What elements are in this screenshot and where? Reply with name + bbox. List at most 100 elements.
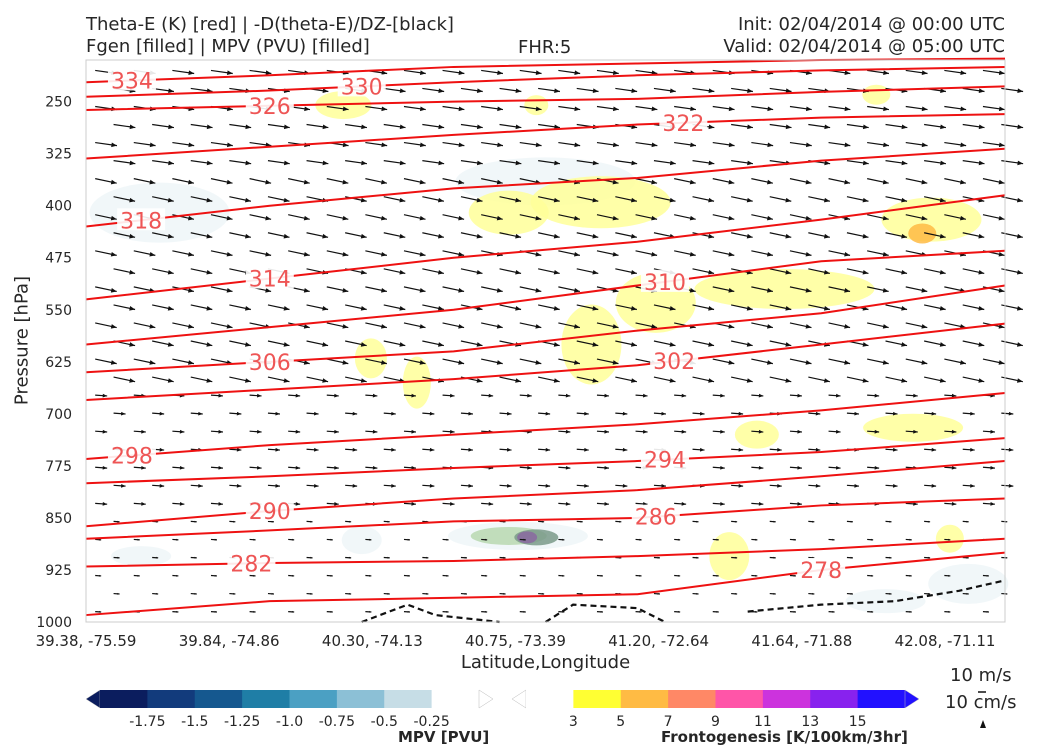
wind-vector-head: [149, 179, 156, 185]
dashed-contour: [361, 603, 500, 624]
wind-vector-head: [283, 124, 290, 130]
wind-vector-head: [523, 610, 526, 613]
axes: 250 325 400 475 550 625 700 775 850 925 100039.38,…: [36, 95, 996, 650]
fgen-colorbar-segment: [573, 690, 622, 708]
wind-vector-head: [206, 306, 213, 311]
wind-vector-head: [334, 393, 339, 398]
wind-vector-head: [669, 306, 676, 311]
wind-vector-head: [584, 447, 589, 452]
wind-vector-head: [372, 465, 378, 470]
wind-vector-head: [574, 106, 581, 112]
wind-vector-head: [360, 306, 367, 311]
wind-vector-head: [669, 160, 676, 166]
wind-vector-head: [708, 197, 715, 203]
wind-vector-head: [149, 142, 156, 148]
wind-vector-head: [265, 179, 272, 185]
wind-vector-head: [159, 483, 165, 488]
wind-vector-head: [966, 592, 969, 595]
wind-vector-head: [862, 160, 869, 166]
wind-vector-head: [901, 378, 908, 383]
wind-vector-head: [102, 429, 108, 434]
wind-vector-head: [438, 160, 445, 166]
wind-vector-head: [438, 124, 445, 130]
wind-vector-head: [198, 411, 203, 416]
shaded-region: [928, 563, 1009, 604]
wind-vector-head: [179, 465, 185, 470]
wind-vector-head: [535, 142, 542, 148]
wind-vector-head: [137, 538, 140, 541]
wind-vector-head: [573, 251, 580, 257]
wind-vector-head: [850, 592, 853, 595]
contour-label: 298: [111, 444, 153, 469]
wind-vector-head: [226, 215, 233, 221]
wind-vector-head: [708, 378, 715, 383]
wind-vector-head: [738, 411, 744, 416]
fgen-colorbar-tick-label: 13: [801, 714, 819, 730]
wind-vector-head: [497, 142, 503, 148]
wind-vector-head: [677, 538, 681, 541]
wind-vector-head: [437, 306, 444, 311]
wind-vector-head: [206, 197, 213, 203]
wind-vector-head: [939, 233, 946, 239]
wind-vector-head: [766, 288, 773, 293]
wind-vector-head: [642, 429, 648, 434]
wind-vector-head: [592, 233, 599, 239]
wind-vector-head: [515, 88, 522, 94]
wind-vector-head: [322, 124, 329, 130]
wind-vector-head: [681, 502, 687, 506]
wind-vector-head: [630, 306, 637, 311]
wind-vector-head: [476, 378, 483, 383]
wind-vector-head: [545, 483, 551, 488]
wind-vector-head: [716, 574, 719, 577]
shaded-region: [468, 190, 549, 235]
wind-vector-head: [619, 520, 622, 523]
colorbars: -1.75 -1.5 -1.25 -1.0 -0.75 -0.5 -0.25 3 5 7 9 11 13…: [85, 689, 986, 730]
wind-vector-head: [554, 160, 560, 166]
mpv-colorbar-tick-label: -0.25: [414, 714, 450, 730]
wind-vector-head: [824, 124, 831, 130]
wind-vector-head: [677, 610, 681, 613]
wind-vector-head: [310, 592, 313, 595]
wind-vector-head: [419, 288, 426, 293]
x-tick-label: 39.38, -75.59: [36, 632, 137, 650]
wind-vector-head: [322, 88, 329, 94]
wind-vector-head: [939, 378, 946, 383]
wind-vector-head: [651, 106, 658, 112]
wind-vector-head: [823, 378, 830, 383]
wind-vector-head: [720, 393, 725, 398]
wind-vector-head: [892, 483, 898, 488]
wind-vector-head: [639, 574, 642, 577]
wind-vector-head: [755, 538, 758, 541]
wind-vector-head: [939, 197, 946, 203]
wind-vector-head: [630, 233, 637, 239]
wind-vector-head: [970, 447, 975, 452]
y-tick-label: 625: [45, 355, 72, 371]
wind-vector-head: [149, 251, 156, 257]
shaded-region: [694, 268, 875, 309]
wind-vector-head: [348, 556, 352, 559]
wind-vector-head: [188, 324, 194, 329]
wind-vector-head: [476, 160, 483, 166]
wind-vector-head: [758, 393, 764, 398]
wind-vector-head: [419, 106, 426, 112]
contour-label: 302: [653, 350, 695, 375]
wind-vector-head: [720, 502, 725, 506]
wind-vector-head: [117, 592, 120, 595]
wind-vector-head: [823, 197, 830, 203]
init-time: Init: 02/04/2014 @ 00:00 UTC: [737, 14, 1005, 35]
wind-vector-head: [110, 360, 117, 365]
wind-vector-head: [553, 233, 560, 239]
wind-vector-head: [275, 447, 280, 452]
wind-vector-head: [862, 124, 869, 130]
wind-vector-head: [98, 538, 102, 541]
wind-vector-head: [612, 215, 619, 221]
wind-vector-head: [580, 520, 583, 523]
fgen-colorbar-segment: [762, 690, 811, 708]
wind-vector-head: [372, 429, 378, 434]
wind-vector-head: [990, 465, 995, 470]
shaded-fields: [89, 84, 1009, 614]
wind-vector-head: [360, 269, 367, 275]
contour-label: 294: [644, 449, 686, 474]
shaded-region: [709, 532, 750, 581]
wind-vector-head: [951, 502, 957, 506]
